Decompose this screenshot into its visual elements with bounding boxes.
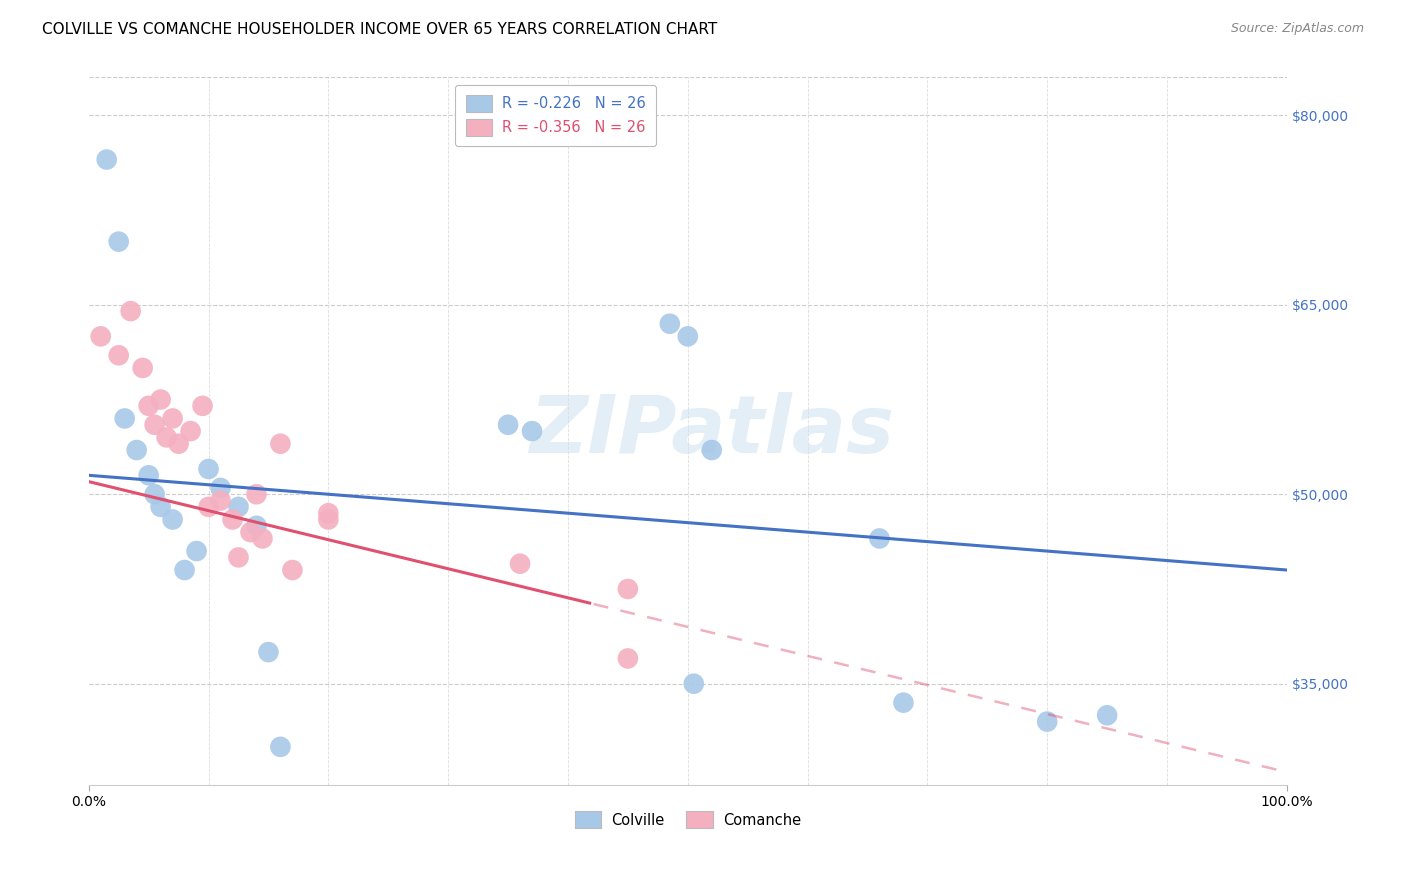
- Point: [107, 348, 129, 362]
- Text: Source: ZipAtlas.com: Source: ZipAtlas.com: [1230, 22, 1364, 36]
- Point: [107, 235, 129, 249]
- Point: [138, 399, 160, 413]
- Point: [658, 317, 681, 331]
- Point: [496, 417, 519, 432]
- Point: [252, 532, 274, 546]
- Point: [125, 443, 148, 458]
- Point: [209, 481, 232, 495]
- Point: [221, 512, 243, 526]
- Legend: Colville, Comanche: Colville, Comanche: [569, 805, 807, 834]
- Point: [700, 443, 723, 458]
- Point: [1095, 708, 1118, 723]
- Point: [245, 487, 267, 501]
- Point: [520, 424, 543, 438]
- Point: [191, 399, 214, 413]
- Point: [120, 304, 142, 318]
- Point: [167, 436, 190, 450]
- Point: [318, 506, 340, 520]
- Text: ZIPatlas: ZIPatlas: [529, 392, 894, 470]
- Point: [149, 500, 172, 514]
- Point: [138, 468, 160, 483]
- Point: [197, 500, 219, 514]
- Point: [269, 739, 291, 754]
- Point: [173, 563, 195, 577]
- Point: [186, 544, 208, 558]
- Point: [143, 487, 166, 501]
- Point: [90, 329, 112, 343]
- Point: [869, 532, 891, 546]
- Point: [162, 512, 184, 526]
- Point: [131, 360, 153, 375]
- Point: [617, 651, 640, 665]
- Point: [893, 696, 915, 710]
- Point: [228, 550, 250, 565]
- Point: [676, 329, 699, 343]
- Point: [114, 411, 136, 425]
- Point: [1036, 714, 1059, 729]
- Point: [281, 563, 304, 577]
- Point: [149, 392, 172, 407]
- Point: [509, 557, 531, 571]
- Point: [156, 430, 179, 444]
- Point: [96, 153, 118, 167]
- Point: [239, 525, 262, 540]
- Point: [257, 645, 280, 659]
- Point: [318, 512, 340, 526]
- Text: COLVILLE VS COMANCHE HOUSEHOLDER INCOME OVER 65 YEARS CORRELATION CHART: COLVILLE VS COMANCHE HOUSEHOLDER INCOME …: [42, 22, 717, 37]
- Point: [209, 493, 232, 508]
- Point: [162, 411, 184, 425]
- Point: [245, 518, 267, 533]
- Point: [143, 417, 166, 432]
- Point: [617, 582, 640, 596]
- Point: [197, 462, 219, 476]
- Point: [269, 436, 291, 450]
- Point: [228, 500, 250, 514]
- Point: [180, 424, 202, 438]
- Point: [682, 676, 704, 690]
